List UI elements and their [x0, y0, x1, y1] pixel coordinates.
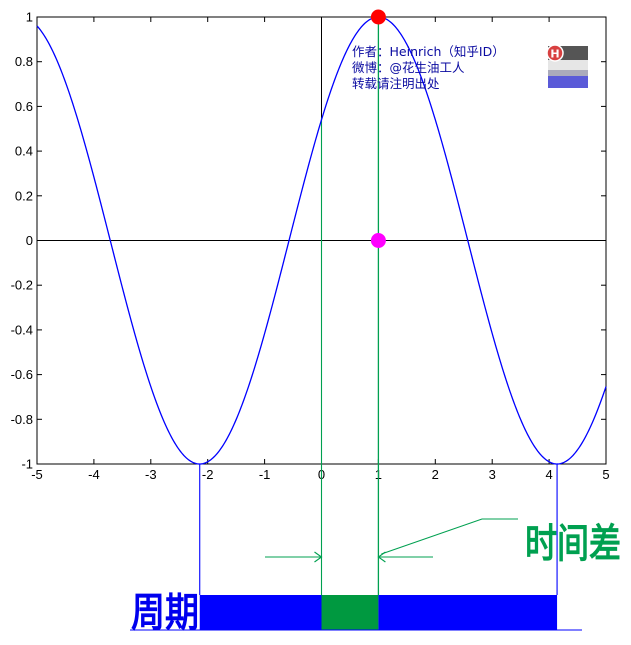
reference-lines [200, 17, 557, 595]
watermark-line-2: 微博：@花生油工人 [352, 60, 465, 75]
x-tick-label: -3 [145, 467, 157, 482]
axis-point [371, 233, 386, 248]
ticks-layer: -5-4-3-2-1012345-1-0.8-0.6-0.4-0.200.20.… [11, 10, 610, 483]
period-label: 周期 [131, 590, 199, 636]
x-tick-label: 3 [489, 467, 496, 482]
x-tick-label: -2 [202, 467, 214, 482]
y-tick-label: 0.6 [15, 99, 33, 114]
logo-icon: H [547, 45, 588, 88]
y-tick-label: 0 [26, 233, 33, 248]
bar-segment-period-left [200, 595, 322, 630]
logo-badge-letter: H [550, 48, 559, 61]
y-tick-label: -0.2 [11, 278, 33, 293]
time-difference-label: 时间差 [525, 521, 621, 567]
x-tick-label: 4 [545, 467, 552, 482]
x-tick-label: -4 [88, 467, 100, 482]
y-tick-label: -0.6 [11, 367, 33, 382]
y-tick-label: 0.2 [15, 188, 33, 203]
y-tick-label: -0.4 [11, 322, 33, 337]
y-tick-label: 0.8 [15, 54, 33, 69]
watermark-line-3: 转载请注明出处 [352, 76, 440, 91]
watermark-line-1: 作者：Heinrich（知乎ID） [352, 44, 505, 59]
peak-point [371, 10, 386, 25]
label-pointer-line [381, 519, 518, 554]
bar-segment-time-difference [322, 595, 379, 630]
y-tick-label: 0.4 [15, 144, 33, 159]
y-tick-label: 1 [26, 10, 33, 25]
bar-segment-period-right [378, 595, 557, 630]
x-tick-label: -1 [259, 467, 271, 482]
x-tick-label: 2 [432, 467, 439, 482]
y-tick-label: -0.8 [11, 412, 33, 427]
watermark: 作者：Heinrich（知乎ID） 微博：@花生油工人 转载请注明出处 H [352, 44, 588, 91]
x-tick-label: 5 [602, 467, 609, 482]
y-tick-label: -1 [21, 457, 33, 472]
